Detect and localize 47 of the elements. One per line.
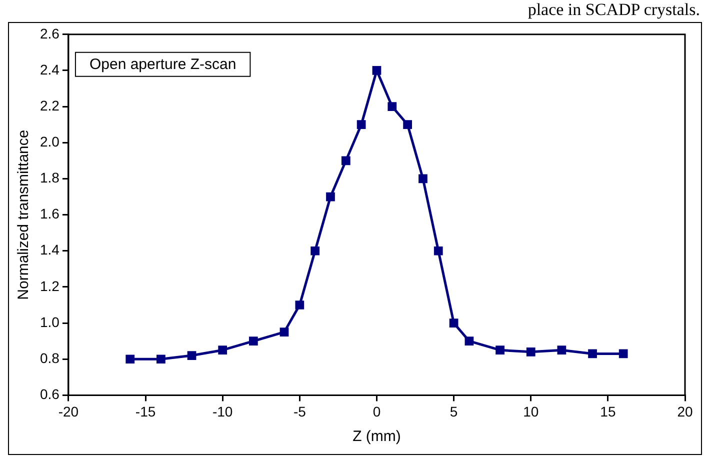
y-axis-title: Normalized transmittance [15, 130, 32, 300]
point [618, 349, 628, 358]
point [280, 328, 289, 336]
y-tick-label: 2.2 [40, 97, 60, 114]
x-tick-label: 20 [677, 403, 693, 420]
point [449, 318, 458, 328]
x-tick-label: -10 [212, 403, 233, 420]
x-tick-label: -15 [135, 403, 156, 420]
y-tick-label: 2.4 [40, 61, 60, 78]
text: place in SCADP crystals. [528, 0, 700, 20]
point [356, 120, 366, 130]
point [126, 354, 135, 364]
point [526, 347, 536, 356]
point [295, 300, 304, 310]
x-tick-label: -5 [293, 403, 306, 420]
x-tick-label: 15 [600, 403, 616, 420]
point [588, 349, 597, 358]
y-tick-label: 1.8 [40, 170, 60, 186]
point [388, 102, 397, 111]
point [310, 246, 320, 256]
point [187, 351, 196, 360]
point [496, 346, 504, 355]
y-tick-label: 1.6 [40, 206, 60, 222]
x-tick-label: -20 [58, 403, 79, 420]
point [248, 336, 258, 346]
point [434, 246, 443, 256]
annotation: Open aperture Z-scan [89, 56, 236, 74]
point [557, 346, 566, 355]
point [341, 156, 350, 166]
point [403, 120, 412, 130]
y-tick-label: 1.2 [40, 278, 60, 294]
x-tick-label: 5 [450, 403, 458, 420]
y-tick-label: 1.0 [40, 314, 60, 330]
y-tick-label: 1.4 [40, 242, 60, 258]
point [418, 174, 428, 184]
point [372, 66, 382, 75]
x-tick-label: 10 [523, 403, 539, 420]
y-tick-label: 0.8 [40, 350, 60, 366]
point [156, 354, 166, 364]
y-tick-label: 2.0 [40, 134, 60, 150]
y-tick-label: 0.6 [40, 386, 60, 402]
point [464, 336, 474, 346]
point [326, 192, 335, 202]
x-tick-label: 0 [372, 403, 381, 420]
point [218, 346, 228, 355]
x-axis-title: Z (mm) [352, 428, 401, 446]
y-tick-label: 2.6 [40, 25, 60, 42]
